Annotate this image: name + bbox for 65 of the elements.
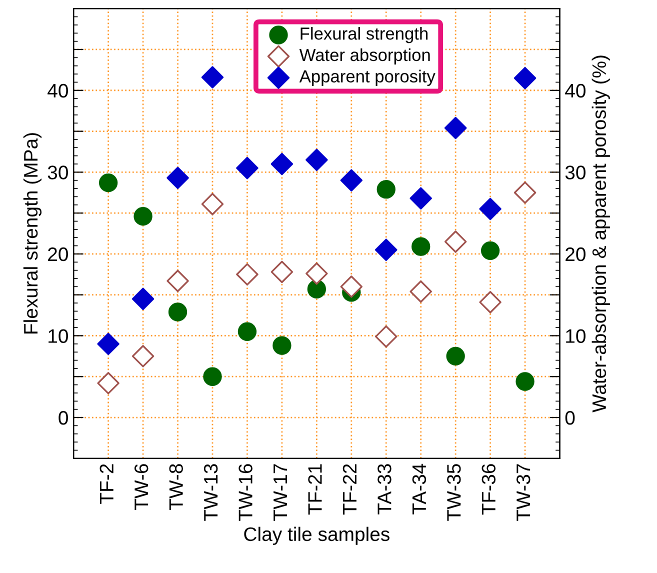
point xyxy=(236,156,258,180)
y2-tick-label: 40 xyxy=(565,84,586,98)
y-tick-label: 20 xyxy=(48,247,68,262)
point xyxy=(514,66,536,90)
point xyxy=(514,181,536,204)
y2-tick-label: 0 xyxy=(565,410,575,425)
point xyxy=(376,180,396,199)
point xyxy=(306,262,328,285)
x-tick-label: TW-37 xyxy=(516,464,530,521)
y-axis-title: Flexural strength (MPa) xyxy=(23,133,42,334)
x-tick-label: TW-13 xyxy=(204,464,218,521)
point xyxy=(134,206,152,226)
point xyxy=(479,198,502,220)
point xyxy=(238,322,257,341)
y2-tick-label: 20 xyxy=(566,247,586,262)
point xyxy=(97,332,120,356)
point xyxy=(480,241,500,260)
point xyxy=(444,230,467,253)
y2-tick-label: 10 xyxy=(566,329,586,343)
point xyxy=(307,280,326,298)
point xyxy=(166,270,189,292)
point xyxy=(132,288,154,310)
x-tick-label: TW-16 xyxy=(238,464,252,521)
y-tick-label: 10 xyxy=(48,329,68,343)
point xyxy=(201,192,224,216)
x-tick-label: TF-2 xyxy=(100,464,114,504)
legend-label: Water absorption xyxy=(299,48,430,65)
x-tick-label: TF-36 xyxy=(482,464,496,515)
point xyxy=(374,325,398,348)
point xyxy=(412,237,430,256)
point xyxy=(410,280,432,303)
y-tick-label: 30 xyxy=(48,166,68,180)
y2-tick-label: 30 xyxy=(565,166,586,180)
point xyxy=(340,169,363,192)
x-tick-label: TW-6 xyxy=(134,464,148,510)
x-tick-label: TW-17 xyxy=(274,464,287,521)
point xyxy=(410,187,432,210)
x-tick-label: TW-35 xyxy=(447,464,461,521)
point xyxy=(444,116,467,140)
point xyxy=(203,367,222,386)
x-tick-label: TW-8 xyxy=(169,464,183,510)
y-tick-label: 0 xyxy=(58,410,68,425)
point xyxy=(97,372,120,394)
point xyxy=(340,276,363,298)
point xyxy=(270,152,294,176)
x-tick-label: TF-22 xyxy=(342,464,356,515)
y-tick-label: 40 xyxy=(48,84,68,98)
x-tick-label: TF-21 xyxy=(308,464,322,515)
point xyxy=(166,166,189,190)
point xyxy=(98,173,118,192)
x-tick-label: TA-33 xyxy=(378,464,392,514)
point xyxy=(168,302,188,322)
point xyxy=(374,238,398,261)
legend-label: Apparent porosity xyxy=(299,70,436,86)
legend-label: Flexural strength xyxy=(300,26,428,44)
point xyxy=(236,263,258,286)
point xyxy=(446,346,465,366)
y2-axis-title: Water-absorption & apparent porosity (%) xyxy=(592,56,610,412)
point xyxy=(516,372,534,391)
point xyxy=(201,66,224,88)
point xyxy=(132,345,154,368)
point xyxy=(272,336,292,355)
point xyxy=(306,148,328,172)
x-axis-title: Clay tile samples xyxy=(244,526,390,545)
x-tick-label: TA-34 xyxy=(412,464,426,514)
